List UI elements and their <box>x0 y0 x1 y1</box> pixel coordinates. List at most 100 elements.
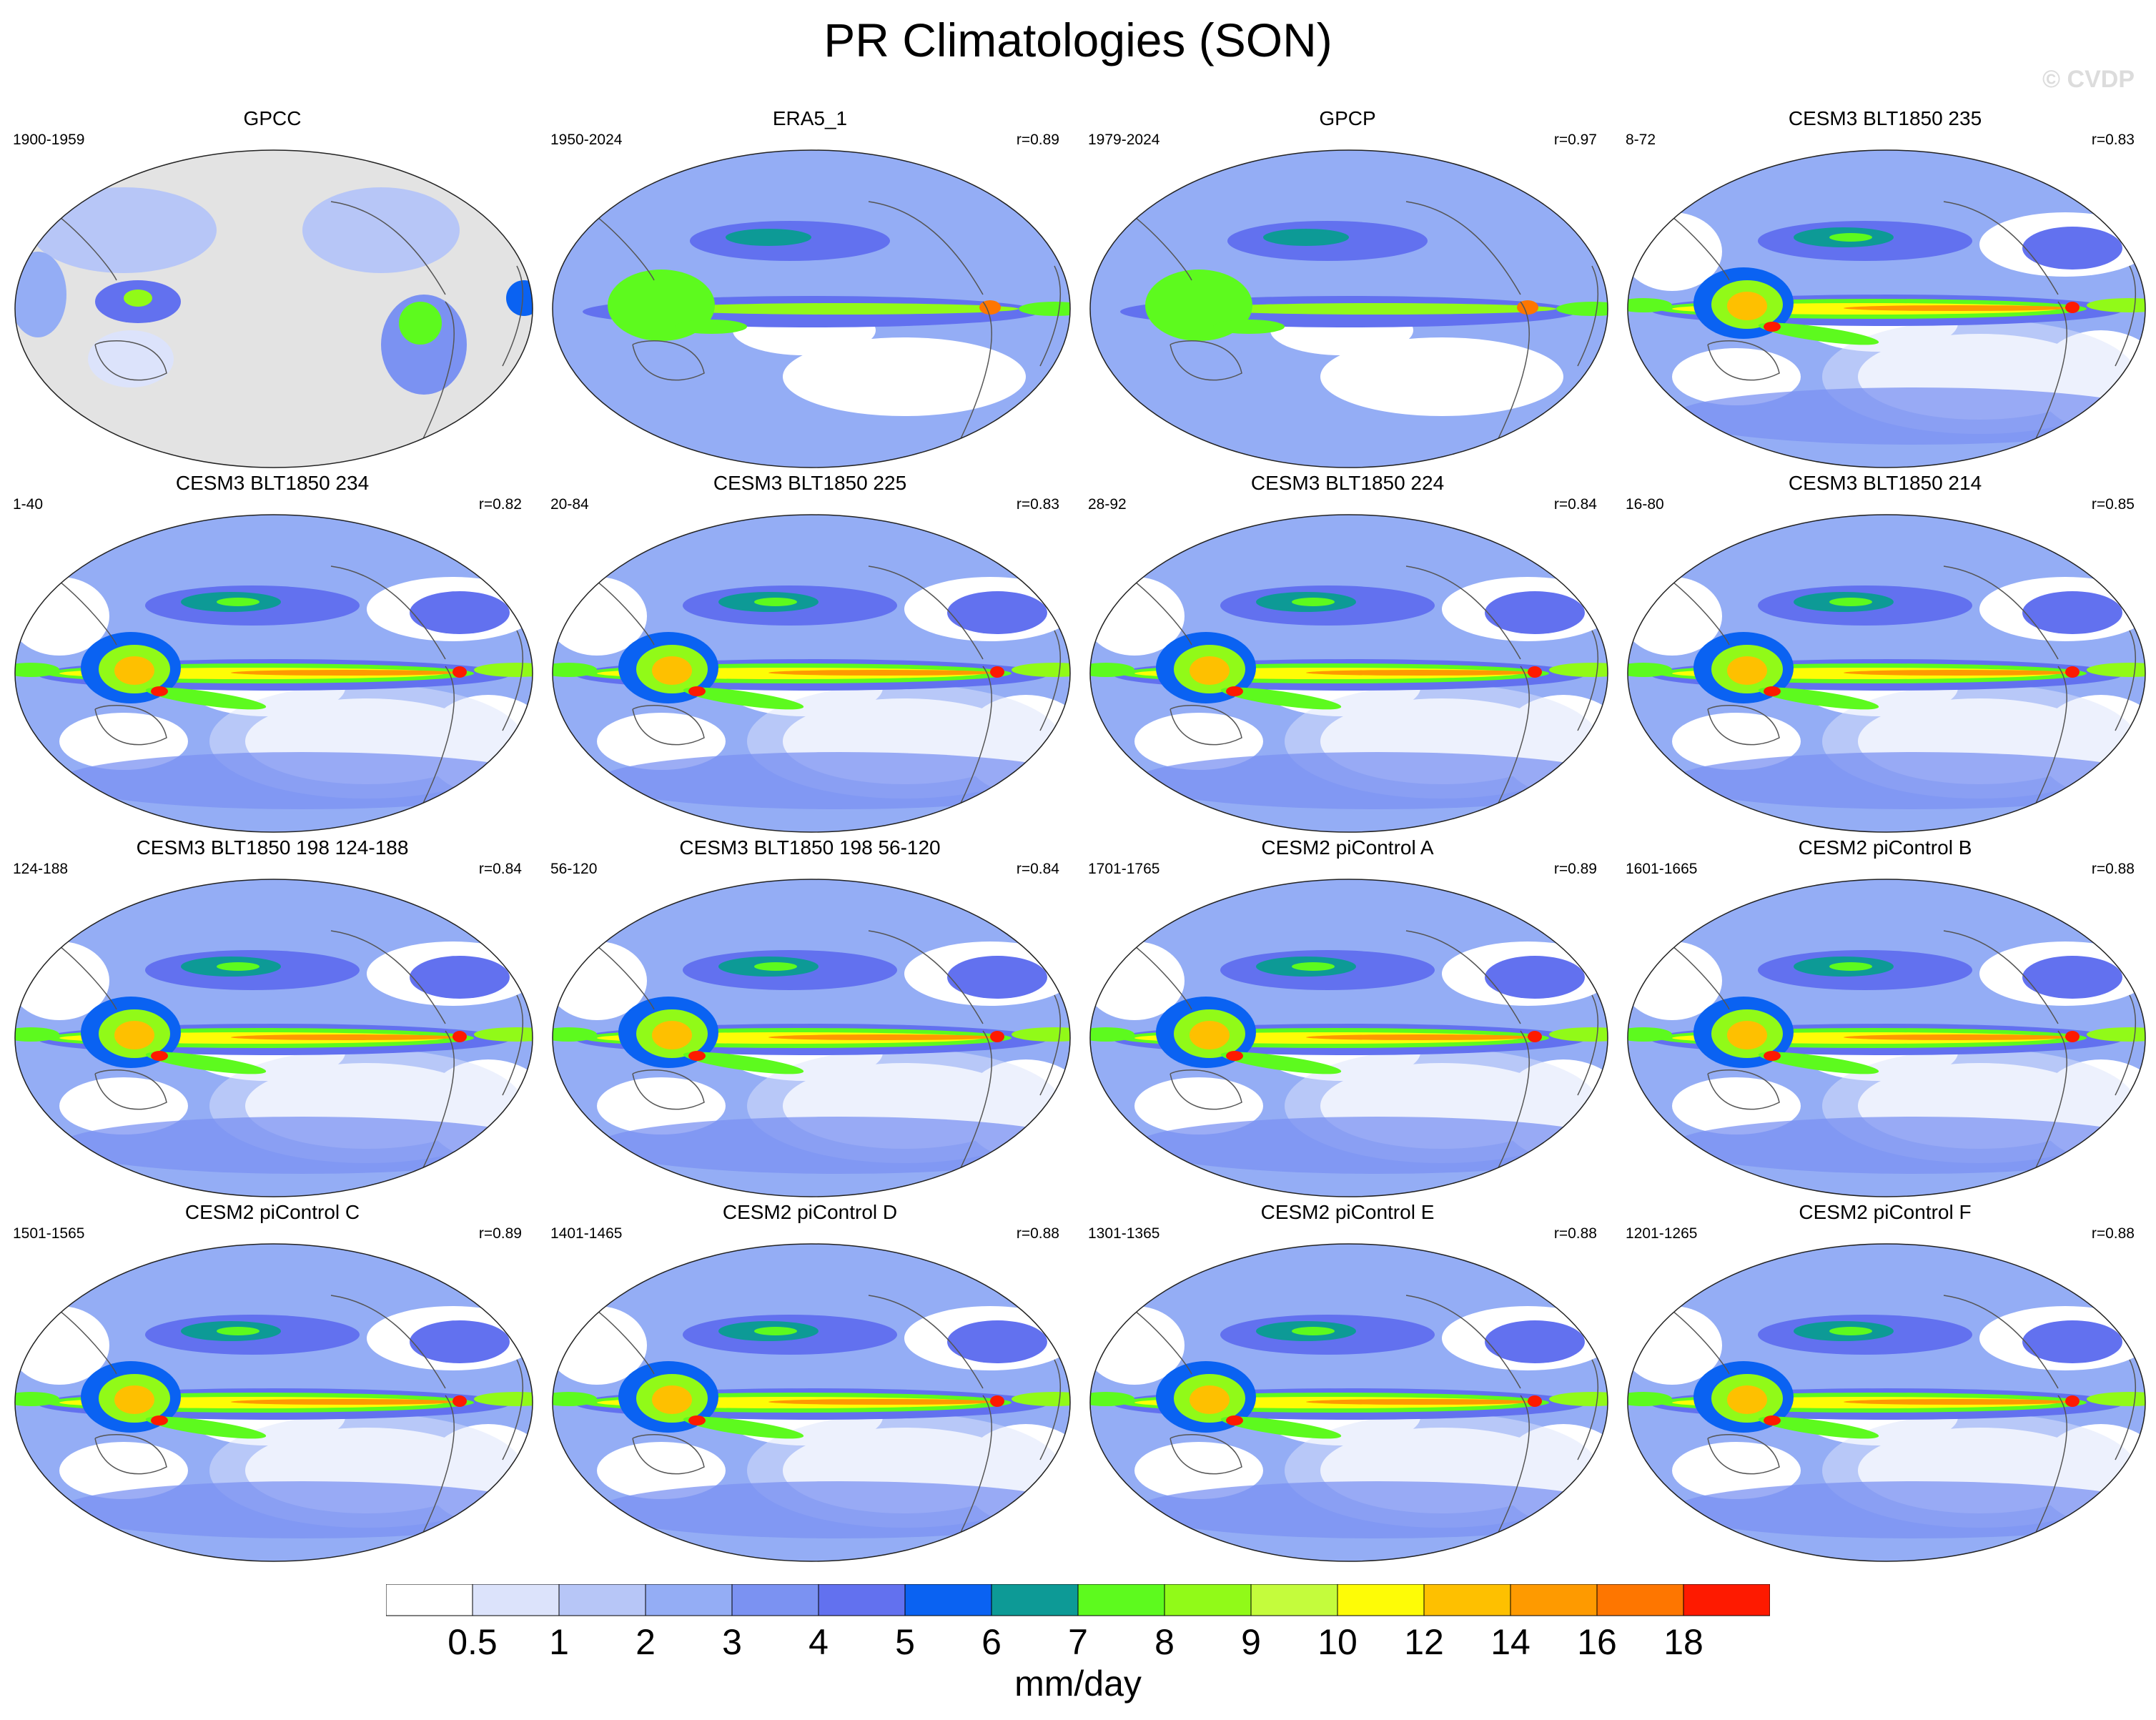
panel-title: GPCC <box>243 107 302 129</box>
colorbar-swatch <box>1337 1584 1425 1616</box>
colorbar-swatch <box>472 1584 560 1616</box>
colorbar-swatch <box>1077 1584 1165 1616</box>
panel-years: 1601-1665 <box>1626 861 1698 877</box>
colorbar-unit-label: mm/day <box>1014 1664 1142 1704</box>
precip-map <box>1627 1243 2146 1562</box>
colorbar-swatch <box>1164 1584 1252 1616</box>
map-panel: CESM2 piControl E 1301-1365 r=0.88 <box>1078 1201 1617 1566</box>
colorbar-tick-label: 4 <box>808 1622 829 1662</box>
precip-map <box>1627 514 2146 833</box>
precip-map <box>1089 1243 1608 1562</box>
precip-map <box>552 149 1071 468</box>
panel-correlation: r=0.84 <box>1016 861 1059 877</box>
map-panel: CESM2 piControl C 1501-1565 r=0.89 <box>3 1201 542 1566</box>
panel-title: CESM3 BLT1850 198 56-120 <box>679 836 941 859</box>
panel-years: 1950-2024 <box>550 132 623 148</box>
panel-correlation: r=0.84 <box>1553 496 1597 513</box>
colorbar-tick-label: 3 <box>722 1622 742 1662</box>
colorbar-swatch <box>1596 1584 1684 1616</box>
panel-title: ERA5_1 <box>772 107 848 129</box>
map-panel: CESM3 BLT1850 198 56-120 56-120 r=0.84 <box>540 836 1079 1201</box>
panel-correlation: r=0.97 <box>1553 132 1597 148</box>
panel-correlation: r=0.89 <box>1016 132 1059 148</box>
colorbar-swatch <box>645 1584 733 1616</box>
panel-correlation: r=0.88 <box>2091 1225 2135 1242</box>
panel-title: CESM2 piControl C <box>184 1201 360 1223</box>
panel-title: CESM3 BLT1850 224 <box>1250 472 1445 494</box>
panel-correlation: r=0.83 <box>1016 496 1059 513</box>
colorbar-swatch <box>904 1584 992 1616</box>
colorbar-swatch <box>731 1584 819 1616</box>
colorbar-tick-label: 2 <box>636 1622 656 1662</box>
colorbar-swatch <box>386 1584 473 1616</box>
map-panel: CESM3 BLT1850 198 124-188 124-188 r=0.84 <box>3 836 542 1201</box>
panel-years: 1501-1565 <box>13 1225 85 1242</box>
colorbar-tick-label: 8 <box>1154 1622 1175 1662</box>
colorbar-tick-label: 5 <box>895 1622 915 1662</box>
colorbar-tick-label: 18 <box>1663 1622 1703 1662</box>
colorbar-swatch <box>1423 1584 1511 1616</box>
map-panel: GPCP 1979-2024 r=0.97 <box>1078 107 1617 472</box>
map-panel: GPCC 1900-1959 <box>3 107 542 472</box>
precip-map <box>552 514 1071 833</box>
map-panel: CESM2 piControl A 1701-1765 r=0.89 <box>1078 836 1617 1201</box>
colorbar-swatch <box>1510 1584 1598 1616</box>
map-panel: CESM2 piControl D 1401-1465 r=0.88 <box>540 1201 1079 1566</box>
colorbar-tick-label: 7 <box>1068 1622 1088 1662</box>
panel-years: 1979-2024 <box>1088 132 1160 148</box>
map-panel: ERA5_1 1950-2024 r=0.89 <box>540 107 1079 472</box>
colorbar <box>386 1584 1770 1616</box>
colorbar-swatch <box>991 1584 1079 1616</box>
panel-years: 1-40 <box>13 496 44 513</box>
panel-years: 8-72 <box>1626 132 1656 148</box>
colorbar-tick-label: 14 <box>1490 1622 1531 1662</box>
panel-correlation: r=0.88 <box>1553 1225 1597 1242</box>
colorbar-swatch <box>1683 1584 1770 1616</box>
map-panel: CESM3 BLT1850 225 20-84 r=0.83 <box>540 472 1079 836</box>
colorbar-swatch <box>1250 1584 1338 1616</box>
panel-years: 1701-1765 <box>1088 861 1160 877</box>
panel-correlation: r=0.82 <box>478 496 522 513</box>
map-panel: CESM3 BLT1850 214 16-80 r=0.85 <box>1616 472 2155 836</box>
panel-years: 1301-1365 <box>1088 1225 1160 1242</box>
panel-correlation: r=0.85 <box>2091 496 2135 513</box>
panel-title: CESM3 BLT1850 198 124-188 <box>136 836 409 859</box>
panel-title: CESM3 BLT1850 214 <box>1788 472 1982 494</box>
colorbar-tick-label: 6 <box>981 1622 1002 1662</box>
panel-title: CESM2 piControl B <box>1798 836 1972 859</box>
panel-title: CESM2 piControl E <box>1260 1201 1435 1223</box>
precip-map <box>14 514 533 833</box>
map-panel: CESM3 BLT1850 234 1-40 r=0.82 <box>3 472 542 836</box>
panel-correlation: r=0.89 <box>478 1225 522 1242</box>
panel-correlation: r=0.88 <box>2091 861 2135 877</box>
panel-title: CESM2 piControl A <box>1261 836 1434 859</box>
panel-years: 28-92 <box>1088 496 1127 513</box>
panel-years: 56-120 <box>550 861 598 877</box>
panel-title: CESM3 BLT1850 234 <box>175 472 370 494</box>
colorbar-tick-label: 0.5 <box>447 1622 498 1662</box>
precip-map <box>552 879 1071 1197</box>
colorbar-swatch <box>818 1584 906 1616</box>
precip-map <box>1627 879 2146 1197</box>
panel-title: CESM3 BLT1850 235 <box>1788 107 1982 129</box>
panel-title: CESM3 BLT1850 225 <box>713 472 907 494</box>
panel-correlation: r=0.84 <box>478 861 522 877</box>
colorbar-tick-label: 12 <box>1404 1622 1444 1662</box>
panel-title: GPCP <box>1319 107 1376 129</box>
panel-years: 16-80 <box>1626 496 1664 513</box>
panel-correlation: r=0.89 <box>1553 861 1597 877</box>
precip-map <box>552 1243 1071 1562</box>
map-panel: CESM2 piControl F 1201-1265 r=0.88 <box>1616 1201 2155 1566</box>
chart-title: PR Climatologies (SON) <box>824 14 1332 66</box>
precip-map <box>1089 149 1608 468</box>
panel-years: 1900-1959 <box>13 132 85 148</box>
colorbar-swatch <box>558 1584 646 1616</box>
cvdp-watermark: © CVDP <box>2042 66 2135 93</box>
panel-correlation: r=0.88 <box>1016 1225 1059 1242</box>
colorbar-tick-label: 10 <box>1317 1622 1358 1662</box>
precip-map <box>14 879 533 1197</box>
panel-title: CESM2 piControl D <box>722 1201 898 1223</box>
precip-map <box>1089 514 1608 833</box>
map-panel: CESM2 piControl B 1601-1665 r=0.88 <box>1616 836 2155 1201</box>
panel-years: 124-188 <box>13 861 69 877</box>
